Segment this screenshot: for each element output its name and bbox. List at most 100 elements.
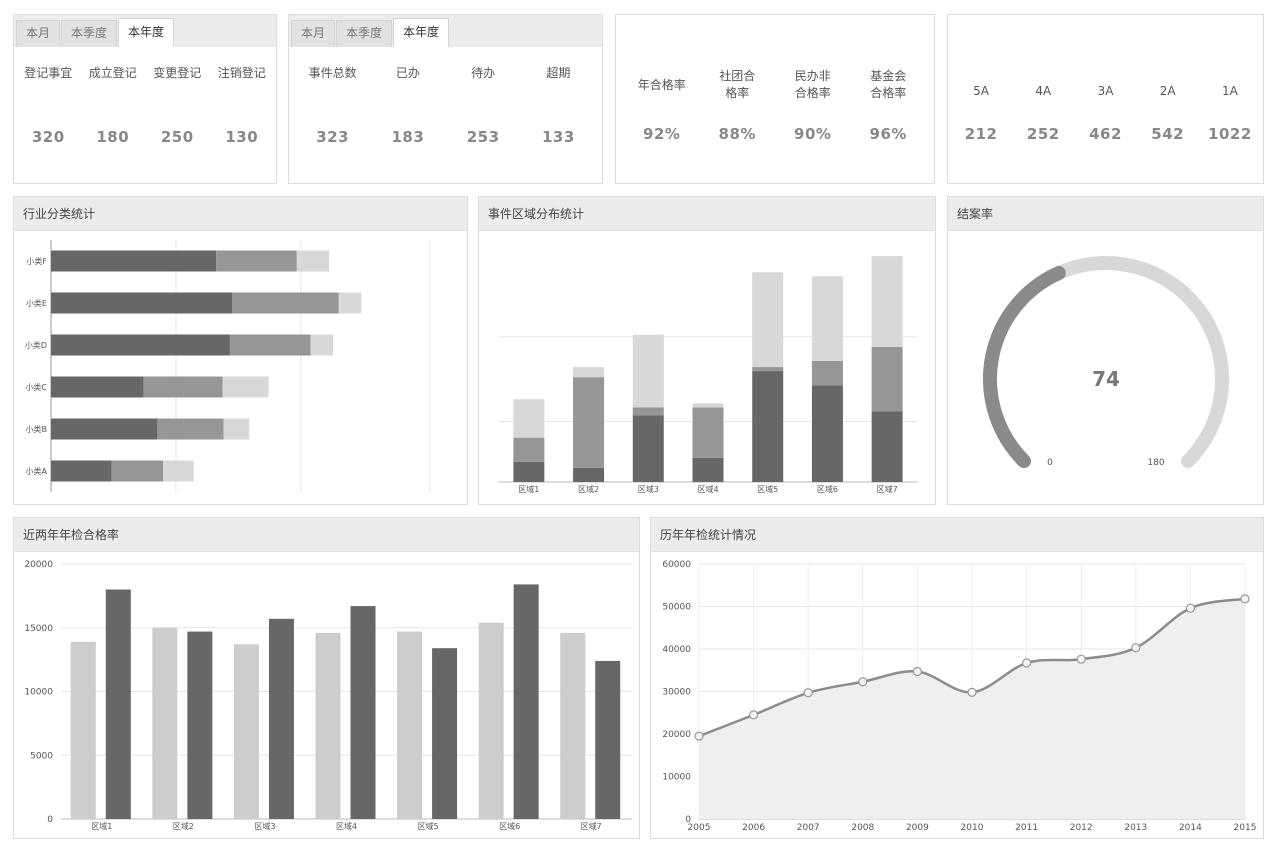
bar-segment [229,334,311,356]
stat-item: 成立登记 180 [81,63,146,147]
bar-segment [811,276,843,361]
bar-segment [222,376,269,398]
stat-item: 基金会合格率 96% [851,65,927,143]
stat-label: 民办非合格率 [794,69,831,100]
data-point [1131,643,1141,653]
y-tick-label: 30000 [662,688,691,698]
registration-panel: 本月 本季度 本年度 登记事宜 320 成立登记 180 变更登记 250 注销登记 1… [13,14,277,184]
stat-value: 88% [718,125,756,143]
stat-label: 2A [1159,83,1176,98]
stat-item: 超期 133 [521,63,596,147]
data-point [748,710,759,720]
category-label: 区域7 [877,484,898,494]
stat-item: 2A 542 [1137,77,1199,144]
bar-segment [692,407,724,458]
stat-value: 96% [869,125,907,143]
bar [595,660,621,819]
stat-value: 212 [964,125,998,143]
stat-label: 3A [1097,83,1114,98]
bar [350,606,376,819]
bar-segment [692,403,724,408]
gauge-max-label: 180 [1147,458,1164,468]
bar [478,622,504,819]
bar-segment [811,361,843,386]
bar-segment [752,272,784,368]
stat-label: 事件总数 [308,65,357,80]
bar-segment [223,418,250,440]
tab-month[interactable]: 本月 [291,20,336,47]
category-label: 区域5 [757,484,778,494]
bar-segment [573,467,605,482]
bar-segment [752,367,784,372]
data-point [967,687,977,697]
industry-chart: 小类F 小类E 小类D 小类C 小类B 小类A [25,240,431,492]
stat-item: 事件总数 323 [295,63,370,147]
tab-year[interactable]: 本年度 [393,18,450,47]
bar-segment [573,377,605,468]
bar [268,618,294,819]
two-year-chart: 0 5000 10000 15000 20000 区域1 区域2 区域3 区域4 区域5 区域6 区域… [24,560,632,831]
stat-value: 130 [225,128,259,146]
data-point [912,666,922,677]
x-tick-label: 2007 [797,823,820,833]
bar [315,632,341,819]
panel-title: 结案率 [948,197,1263,231]
registration-tabs: 本月 本季度 本年度 [14,15,276,47]
y-tick-label: 0 [685,815,691,825]
stat-value: 180 [96,128,130,146]
category-label: 区域2 [578,484,599,494]
category-label: 区域3 [638,484,659,494]
y-tick-label: 5000 [30,751,53,761]
bar-segment [632,415,664,482]
stat-item: 已办 183 [370,63,445,147]
category-label: 小类E [26,298,47,308]
grades-panel: 5A 212 4A 252 3A 462 2A 542 1A 1022 [947,14,1264,184]
stat-label: 超期 [546,65,571,80]
y-tick-label: 20000 [24,560,53,570]
stat-value: 92% [643,125,681,143]
category-label: 小类A [26,466,48,476]
events-panel: 本月 本季度 本年度 事件总数 323 已办 183 待办 253 超期 133 [288,14,603,184]
bar-segment [513,437,545,462]
bar-segment [51,292,233,314]
stat-value: 250 [160,128,194,146]
data-point [1240,594,1250,604]
x-tick-label: 2010 [961,823,984,833]
panel-title: 历年年检统计情况 [651,518,1263,552]
stat-item: 注销登记 130 [210,63,275,147]
tab-quarter[interactable]: 本季度 [61,20,118,47]
stat-value: 90% [794,125,832,143]
closure-panel: 结案率 74 0 180 [947,196,1264,505]
data-point [1022,658,1032,668]
bar-segment [573,367,605,378]
category-label: 区域1 [91,821,112,831]
bar-segment [513,399,545,438]
district-chart: 区域1 区域2 区域3 区域4 区域5 区域6 区域7 [499,256,917,494]
stat-value: 462 [1089,125,1122,143]
bar [70,641,96,819]
data-point [1076,654,1086,664]
x-tick-label: 2012 [1070,823,1093,833]
events-tabs: 本月 本季度 本年度 [289,15,602,47]
bar [233,644,259,819]
bar-segment [232,292,339,314]
bar [513,584,539,819]
tab-month[interactable]: 本月 [16,20,61,47]
y-tick-label: 50000 [662,603,691,613]
history-panel: 历年年检统计情况 0 10000 20000 30000 40000 50000 60000… [650,517,1264,839]
x-tick-label: 2015 [1234,823,1257,833]
stat-label: 待办 [471,65,496,80]
tab-year[interactable]: 本年度 [118,18,175,47]
y-tick-label: 10000 [662,773,691,783]
stat-item: 民办非合格率 90% [775,65,851,143]
stat-label: 社团合格率 [719,69,756,100]
data-point [1185,603,1196,613]
bar-segment [51,418,158,440]
tab-quarter[interactable]: 本季度 [336,20,393,47]
x-tick-label: 2005 [688,823,711,833]
bar-segment [111,460,164,482]
y-tick-label: 40000 [662,645,691,655]
stat-item: 待办 253 [446,63,521,147]
stat-label: 基金会合格率 [870,69,907,100]
grades-stats: 5A 212 4A 252 3A 462 2A 542 1A 1022 [948,77,1263,144]
